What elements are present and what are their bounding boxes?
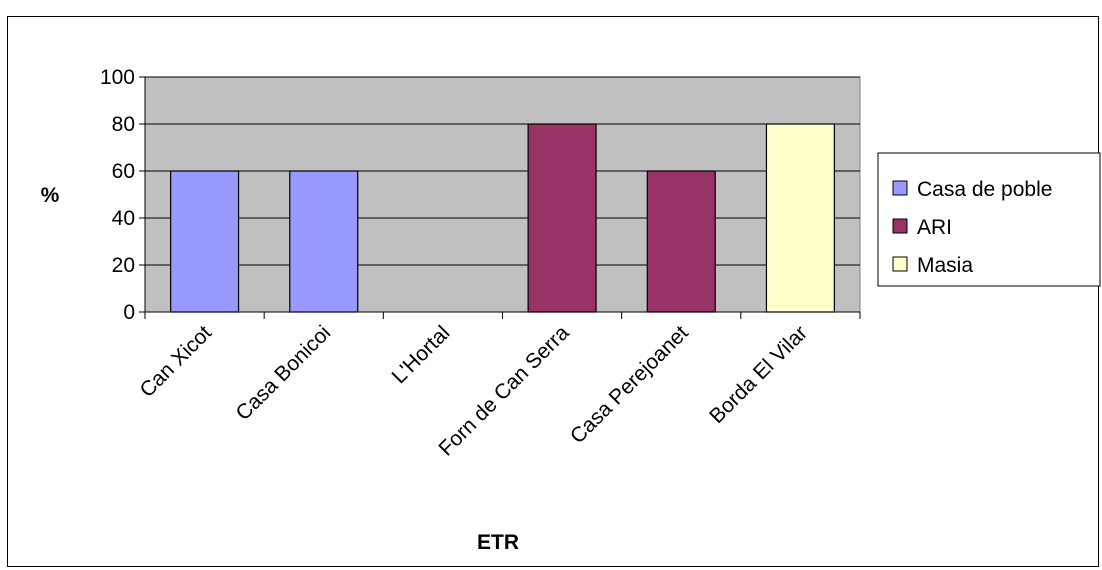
bar xyxy=(527,123,597,313)
y-tick-label: 80 xyxy=(112,113,135,136)
legend-box xyxy=(877,152,1101,287)
cropped-caption-strip xyxy=(0,0,1102,10)
y-tick-label: 20 xyxy=(112,254,135,277)
y-tick-label: 60 xyxy=(112,160,135,183)
bar xyxy=(289,170,359,313)
x-category-label: Casa Bonicoi xyxy=(232,321,336,425)
y-axis-title: % xyxy=(41,184,60,207)
y-tick-label: 0 xyxy=(123,301,135,324)
legend-label: ARI xyxy=(917,216,952,239)
y-axis-ticks: 0 20 40 60 80 100 xyxy=(100,66,145,324)
cropped-caption-glyphs xyxy=(0,0,1102,10)
x-axis-title: ETR xyxy=(477,531,519,554)
x-category-label: Casa Perejoanet xyxy=(566,321,693,448)
legend-label: Casa de poble xyxy=(917,178,1052,201)
gridlines xyxy=(145,76,860,266)
x-category-label: L'Hortal xyxy=(387,321,454,388)
bar xyxy=(765,123,835,313)
plot-area xyxy=(144,76,861,313)
legend: Casa de poble ARI Masia xyxy=(877,152,1101,287)
legend-swatch xyxy=(892,256,908,272)
x-category-label: Can Xicot xyxy=(135,321,216,402)
bar xyxy=(646,170,716,313)
bar xyxy=(170,170,240,313)
x-category-label: Borda El Vilar xyxy=(705,321,812,428)
y-tick-label: 40 xyxy=(112,207,135,230)
x-category-label: Forn de Can Serra xyxy=(434,321,573,460)
bars xyxy=(170,123,835,313)
y-tick-label: 100 xyxy=(100,66,135,89)
legend-label: Masia xyxy=(917,254,973,277)
legend-swatch xyxy=(892,180,908,196)
legend-swatch xyxy=(892,218,908,234)
